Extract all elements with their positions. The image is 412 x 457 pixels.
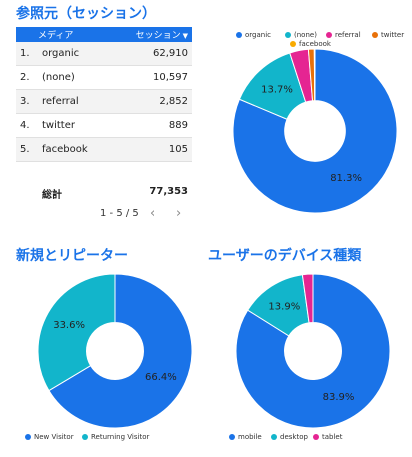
legend-label: New Visitor xyxy=(34,433,74,441)
slice-percent-label: 81.3% xyxy=(330,173,362,184)
legend-item[interactable]: New Visitor xyxy=(25,433,74,441)
row-index: 5. xyxy=(16,137,38,162)
legend-label: organic xyxy=(245,31,272,39)
legend-item[interactable]: facebook xyxy=(290,40,331,48)
donut-slice-facebook[interactable] xyxy=(313,48,316,102)
donut-slice-tablet[interactable] xyxy=(301,273,314,324)
row-index: 2. xyxy=(16,65,38,90)
row-sessions: 62,910 xyxy=(110,42,192,66)
legend-label: (none) xyxy=(294,31,317,39)
legend-label: twitter xyxy=(381,31,405,39)
table-header-row: メディア セッション ▼ xyxy=(16,27,192,42)
slice-percent-label: 13.9% xyxy=(268,302,300,313)
device-donut-chart: 83.9% 13.9% xyxy=(235,273,391,429)
table-row: 1. organic 62,910 xyxy=(16,42,192,66)
legend-item[interactable]: referral xyxy=(326,31,361,39)
slice-percent-label: 13.7% xyxy=(261,85,293,96)
total-value: 77,353 xyxy=(149,186,188,197)
row-medium: (none) xyxy=(38,65,111,90)
legend-item[interactable]: mobile xyxy=(229,433,262,441)
new-returning-title: 新規とリピーター xyxy=(16,248,128,264)
legend-label: referral xyxy=(335,31,361,39)
total-label: 総計 xyxy=(42,190,62,201)
slice-percent-label: 33.6% xyxy=(53,320,85,331)
table-row: 5. facebook 105 xyxy=(16,137,192,162)
legend-label: facebook xyxy=(299,40,331,48)
legend-dot-icon xyxy=(326,32,332,38)
donut-slice-new-visitor[interactable] xyxy=(48,273,193,429)
legend-dot-icon xyxy=(372,32,378,38)
slice-percent-label: 83.9% xyxy=(323,392,355,403)
legend-dot-icon xyxy=(236,32,242,38)
device-legend: mobile desktop tablet xyxy=(229,433,399,445)
medium-header[interactable]: メディア xyxy=(16,27,111,42)
row-sessions: 889 xyxy=(110,113,192,138)
chevron-right-icon: › xyxy=(176,206,182,221)
referral-title: 参照元（セッション） xyxy=(16,6,156,22)
new-returning-legend: New Visitor Returning Visitor xyxy=(25,433,195,445)
sessions-header[interactable]: セッション ▼ xyxy=(110,27,192,42)
pager-text: 1 - 5 / 5 xyxy=(100,208,139,219)
legend-item[interactable]: (none) xyxy=(285,31,317,39)
legend-dot-icon xyxy=(285,32,291,38)
row-index: 1. xyxy=(16,42,38,66)
donut-slice-mobile[interactable] xyxy=(235,273,391,429)
referral-donut-chart: 81.3% 13.7% xyxy=(232,48,398,214)
referral-table: メディア セッション ▼ 1. organic 62,910 2. (none) … xyxy=(16,27,192,162)
legend-item[interactable]: desktop xyxy=(271,433,308,441)
row-medium: organic xyxy=(38,42,111,66)
legend-dot-icon xyxy=(313,434,319,440)
chevron-left-icon: ‹ xyxy=(150,206,156,221)
table-row: 2. (none) 10,597 xyxy=(16,65,192,90)
row-sessions: 10,597 xyxy=(110,65,192,90)
legend-label: mobile xyxy=(238,433,262,441)
legend-label: desktop xyxy=(280,433,308,441)
legend-item[interactable]: tablet xyxy=(313,433,342,441)
legend-item[interactable]: organic xyxy=(236,31,271,39)
next-page-button[interactable]: › xyxy=(176,206,181,221)
sessions-header-label: セッション xyxy=(135,31,181,41)
legend-label: Returning Visitor xyxy=(91,433,150,441)
legend-dot-icon xyxy=(25,434,31,440)
legend-dot-icon xyxy=(290,41,296,47)
row-sessions: 2,852 xyxy=(110,89,192,114)
row-medium: facebook xyxy=(38,137,111,162)
legend-item[interactable]: Returning Visitor xyxy=(82,433,149,441)
device-title: ユーザーのデバイス種類 xyxy=(208,248,362,264)
legend-label: tablet xyxy=(322,433,343,441)
row-index: 3. xyxy=(16,89,38,114)
table-row: 3. referral 2,852 xyxy=(16,89,192,114)
legend-dot-icon xyxy=(82,434,88,440)
table-row: 4. twitter 889 xyxy=(16,113,192,138)
referral-legend: organic (none) referral twitter facebook xyxy=(236,31,406,51)
row-index: 4. xyxy=(16,113,38,138)
prev-page-button[interactable]: ‹ xyxy=(150,206,155,221)
legend-dot-icon xyxy=(271,434,277,440)
sort-down-icon: ▼ xyxy=(182,32,188,40)
legend-dot-icon xyxy=(229,434,235,440)
donut-slice-returning-visitor[interactable] xyxy=(37,273,116,392)
new-returning-donut-chart: 66.4% 33.6% xyxy=(37,273,193,429)
row-sessions: 105 xyxy=(110,137,192,162)
row-medium: twitter xyxy=(38,113,111,138)
donut-slice-organic[interactable] xyxy=(232,48,398,214)
medium-header-label: メディア xyxy=(38,31,74,41)
legend-item[interactable]: twitter xyxy=(372,31,404,39)
row-medium: referral xyxy=(38,89,111,114)
slice-percent-label: 66.4% xyxy=(145,372,177,383)
